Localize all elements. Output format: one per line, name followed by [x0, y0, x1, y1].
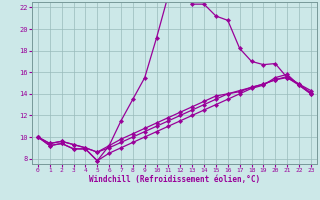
X-axis label: Windchill (Refroidissement éolien,°C): Windchill (Refroidissement éolien,°C)	[89, 175, 260, 184]
